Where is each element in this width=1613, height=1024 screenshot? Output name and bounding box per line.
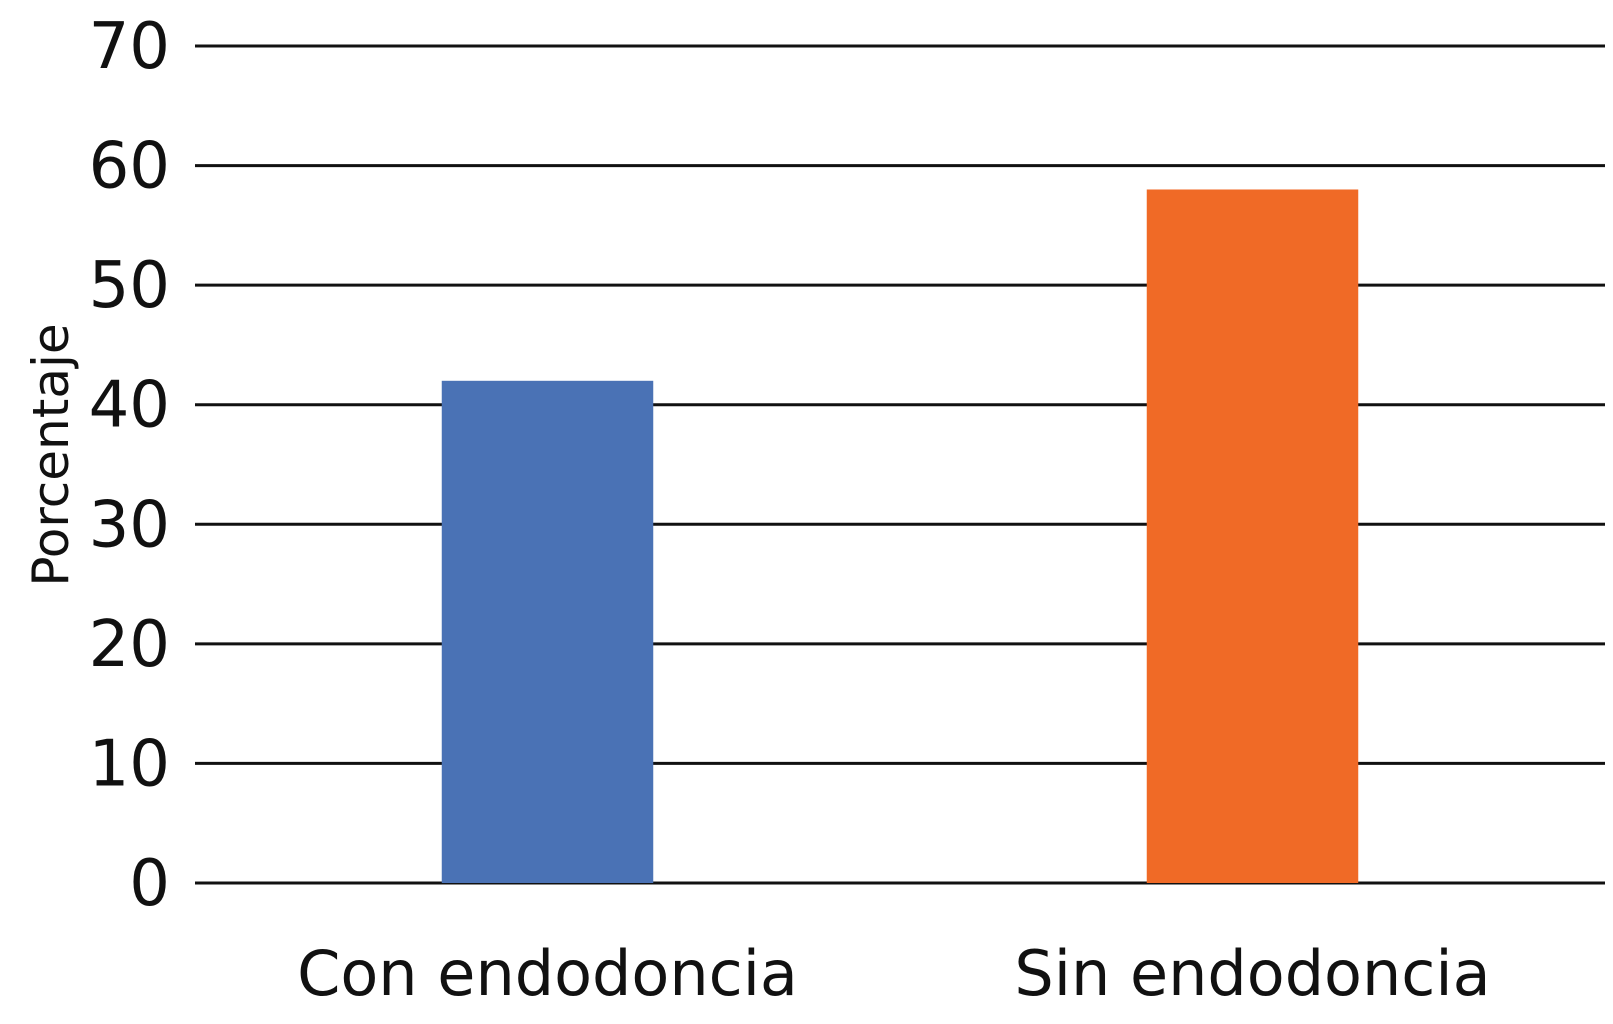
y-axis-ticks: 0 10 20 30 40 50 60 70 (89, 10, 170, 921)
bar-1 (441, 380, 654, 883)
y-tick-label: 0 (129, 847, 170, 921)
y-tick-label: 60 (89, 130, 170, 204)
y-axis-title: Porcentaje (22, 323, 80, 586)
bars (441, 189, 1359, 883)
y-tick-label: 20 (89, 608, 170, 682)
x-category-label: Con endodoncia (297, 937, 798, 1010)
y-tick-label: 70 (89, 10, 170, 84)
y-tick-label: 10 (89, 727, 170, 801)
x-category-label: Sin endodoncia (1014, 937, 1490, 1010)
x-axis-labels: Con endodoncia Sin endodoncia (297, 937, 1491, 1010)
y-tick-label: 50 (89, 249, 170, 323)
gridlines (195, 44, 1605, 885)
y-tick-label: 30 (89, 488, 170, 562)
bar-2 (1146, 189, 1359, 883)
y-tick-label: 40 (89, 369, 170, 443)
